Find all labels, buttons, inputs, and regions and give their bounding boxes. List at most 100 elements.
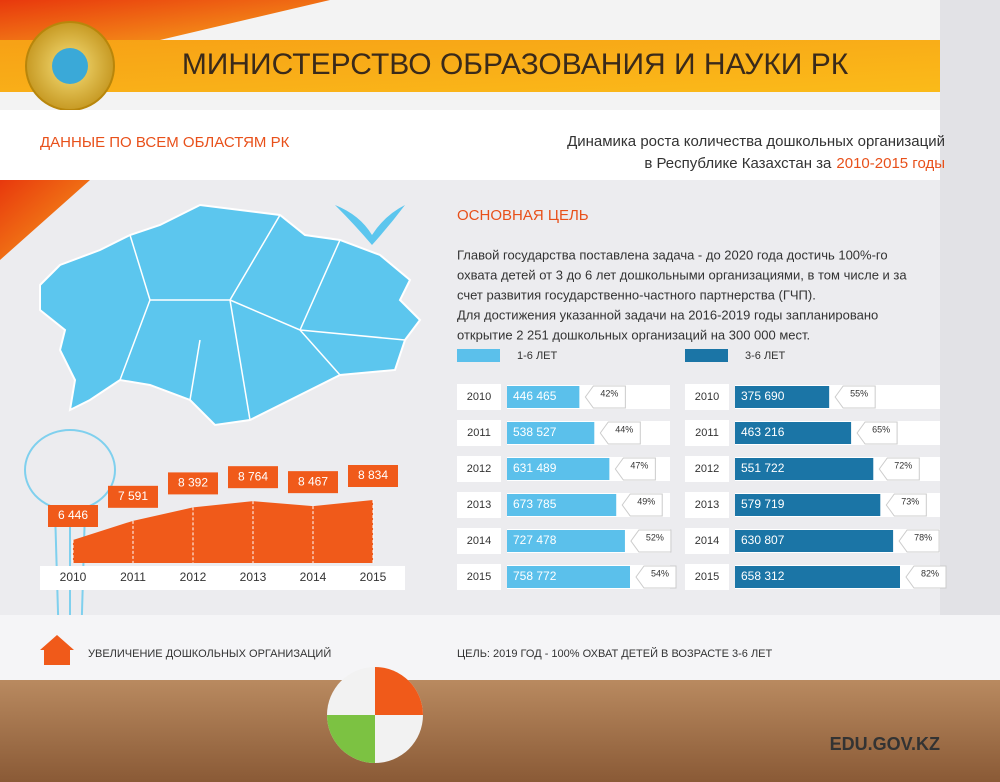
value-label: 727 478 — [513, 533, 557, 547]
share-label: 55% — [850, 388, 868, 398]
badge-shape — [885, 493, 927, 517]
bar — [507, 530, 625, 552]
value-label: 758 772 — [513, 569, 557, 583]
y-tick-label: 2015 — [695, 571, 719, 583]
share-badge: 47% — [614, 457, 656, 481]
bar — [507, 566, 630, 588]
share-label: 65% — [872, 424, 890, 434]
floor — [0, 680, 1000, 782]
footer-goal: ЦЕЛЬ: 2019 ГОД - 100% ОХВАТ ДЕТЕЙ В ВОЗР… — [457, 647, 773, 660]
value-box — [288, 471, 338, 494]
share-badge: 55% — [834, 385, 876, 409]
year-box — [457, 528, 501, 554]
bar — [507, 494, 617, 516]
legend-swatch — [685, 349, 728, 362]
x-tick-label: 2015 — [360, 570, 387, 584]
bar — [735, 386, 830, 408]
badge-shape — [614, 457, 656, 481]
map-kazakhstan — [39, 203, 422, 427]
ball-part — [327, 715, 375, 763]
share-badge: 78% — [898, 529, 940, 553]
value-label: 673 785 — [513, 497, 557, 511]
ball-part — [375, 667, 423, 715]
goal-heading: ОСНОВНАЯ ЦЕЛЬ — [457, 207, 589, 224]
share-badge: 52% — [630, 529, 672, 553]
x-tick-label: 2012 — [180, 570, 207, 584]
x-tick-label: 2013 — [240, 570, 267, 584]
y-tick-label: 2011 — [695, 427, 719, 439]
decor — [0, 180, 90, 260]
badge-shape — [584, 385, 626, 409]
share-label: 72% — [894, 460, 912, 470]
badge-shape — [898, 529, 940, 553]
y-tick-label: 2014 — [467, 535, 491, 547]
value-label: 551 722 — [741, 461, 785, 475]
ornament-strip — [940, 0, 1000, 680]
badge-shape — [878, 457, 920, 481]
regions-label: ДАННЫЕ ПО ВСЕМ ОБЛАСТЯМ РК — [40, 134, 290, 151]
site: EDU.GOV.KZ — [830, 734, 940, 754]
dynamics-title: в Республике Казахстан за 2010-2015 годы — [644, 155, 945, 172]
value-box — [48, 505, 98, 527]
emblem-center — [52, 48, 88, 84]
y-tick-label: 2013 — [467, 499, 491, 511]
value-label: 8 392 — [178, 476, 208, 490]
x-tick-label: 2010 — [60, 570, 87, 584]
value-label: 8 764 — [238, 469, 268, 483]
share-label: 78% — [914, 532, 932, 542]
value-label: 658 312 — [741, 569, 785, 583]
goal-line: открытие 2 251 дошкольных организаций на… — [457, 327, 810, 342]
value-label: 8 834 — [358, 468, 388, 482]
share-label: 49% — [637, 496, 655, 506]
value-box — [168, 472, 218, 495]
dynamics-years: 2010-2015 годы — [836, 155, 945, 172]
title-band-shade — [0, 40, 1000, 92]
y-tick-label: 2010 — [467, 391, 491, 403]
badge-shape — [905, 565, 947, 589]
house-icon — [40, 635, 74, 665]
share-label: 47% — [630, 460, 648, 470]
share-label: 52% — [646, 532, 664, 542]
value-label: 375 690 — [741, 389, 785, 403]
legend-label: 3-6 ЛЕТ — [745, 350, 786, 362]
y-tick-label: 2011 — [467, 427, 491, 439]
area-legend: УВЕЛИЧЕНИЕ ДОШКОЛЬНЫХ ОРГАНИЗАЦИЙ — [88, 647, 331, 660]
share-badge: 44% — [599, 421, 641, 445]
badge-shape — [635, 565, 677, 589]
year-box — [685, 420, 729, 446]
year-box — [685, 564, 729, 590]
year-box — [685, 528, 729, 554]
share-badge: 72% — [878, 457, 920, 481]
share-label: 82% — [921, 568, 939, 578]
goal-line: Для достижения указанной задачи на 2016-… — [457, 307, 878, 322]
page-title: МИНИСТЕРСТВО ОБРАЗОВАНИЯ И НАУКИ РК — [182, 48, 849, 81]
share-badge: 54% — [635, 565, 677, 589]
bottom-strip — [0, 615, 1000, 680]
share-badge: 73% — [885, 493, 927, 517]
badge-shape — [630, 529, 672, 553]
bar — [507, 422, 595, 444]
year-box — [457, 564, 501, 590]
year-box — [457, 456, 501, 482]
bar — [735, 566, 900, 588]
dynamics-title-text: в Республике Казахстан за — [644, 155, 832, 172]
y-tick-label: 2015 — [467, 571, 491, 583]
bar — [735, 530, 894, 552]
x-tick-label: 2011 — [120, 570, 146, 584]
legend-label: 1-6 ЛЕТ — [517, 350, 558, 362]
value-label: 463 216 — [741, 425, 785, 439]
value-label: 446 465 — [513, 389, 557, 403]
x-tick-label: 2014 — [300, 570, 327, 584]
map-borders — [119, 214, 406, 421]
value-label: 6 446 — [58, 508, 88, 522]
value-label: 630 807 — [741, 533, 785, 547]
y-tick-label: 2012 — [695, 463, 719, 475]
bar — [507, 458, 610, 480]
share-label: 44% — [615, 424, 633, 434]
legend-swatch — [457, 349, 500, 362]
eagle — [335, 205, 405, 245]
y-tick-label: 2012 — [467, 463, 491, 475]
bar — [735, 494, 881, 516]
goal-line: охвата детей от 3 до 6 лет дошкольными о… — [457, 267, 907, 282]
